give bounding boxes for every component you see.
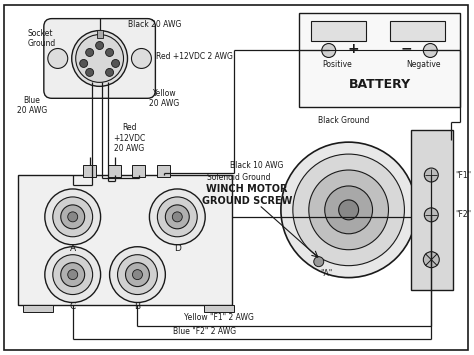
Circle shape <box>165 205 189 229</box>
Circle shape <box>322 44 336 58</box>
Circle shape <box>424 208 438 222</box>
Circle shape <box>423 252 439 268</box>
Text: Solenoid Ground: Solenoid Ground <box>207 174 271 182</box>
Text: Red +12VDC 2 AWG: Red +12VDC 2 AWG <box>156 52 233 61</box>
Circle shape <box>109 247 165 302</box>
Circle shape <box>61 205 85 229</box>
Text: Negative: Negative <box>406 60 441 69</box>
Circle shape <box>309 170 389 250</box>
Text: Red
+12VDC
20 AWG: Red +12VDC 20 AWG <box>113 123 146 153</box>
Circle shape <box>68 212 78 222</box>
Text: Black 20 AWG: Black 20 AWG <box>128 20 181 29</box>
Text: D: D <box>174 244 181 253</box>
Circle shape <box>80 59 88 67</box>
Circle shape <box>424 168 438 182</box>
Circle shape <box>86 49 94 56</box>
Text: Blue "F2" 2 AWG: Blue "F2" 2 AWG <box>173 327 236 336</box>
Text: B: B <box>135 302 140 311</box>
Circle shape <box>118 255 157 295</box>
Text: "A": "A" <box>320 269 333 278</box>
Bar <box>157 165 170 177</box>
Text: Black 10 AWG: Black 10 AWG <box>230 160 283 170</box>
Circle shape <box>131 49 151 69</box>
Circle shape <box>149 189 205 245</box>
Bar <box>204 305 234 312</box>
Bar <box>18 175 232 305</box>
Circle shape <box>281 142 416 278</box>
Text: −: − <box>401 42 412 55</box>
Circle shape <box>106 49 114 56</box>
Circle shape <box>61 263 85 286</box>
Text: Yellow
20 AWG: Yellow 20 AWG <box>149 89 180 108</box>
Circle shape <box>173 212 182 222</box>
Bar <box>299 13 460 107</box>
Text: Blue
20 AWG: Blue 20 AWG <box>17 95 47 115</box>
Circle shape <box>76 34 124 82</box>
Text: Socket
Ground: Socket Ground <box>28 29 56 48</box>
Circle shape <box>314 257 324 267</box>
Circle shape <box>68 270 78 280</box>
Bar <box>411 130 453 290</box>
Circle shape <box>325 186 373 234</box>
Circle shape <box>423 44 438 58</box>
Text: Black Ground: Black Ground <box>318 116 369 125</box>
Bar <box>391 21 445 40</box>
Bar <box>311 21 365 40</box>
Circle shape <box>86 69 94 76</box>
Bar <box>97 29 102 38</box>
Circle shape <box>132 270 143 280</box>
Text: WINCH MOTOR
GROUND SCREW: WINCH MOTOR GROUND SCREW <box>202 184 292 206</box>
Bar <box>82 165 96 177</box>
Circle shape <box>72 31 128 86</box>
Circle shape <box>45 247 100 302</box>
Circle shape <box>293 154 404 266</box>
Circle shape <box>338 200 359 220</box>
Circle shape <box>48 49 68 69</box>
Circle shape <box>96 42 104 49</box>
Text: +: + <box>348 42 359 55</box>
Circle shape <box>106 69 114 76</box>
Text: "F1": "F1" <box>455 170 471 180</box>
Circle shape <box>45 189 100 245</box>
Text: "F2": "F2" <box>455 211 471 219</box>
Circle shape <box>53 255 92 295</box>
Bar <box>23 305 53 312</box>
Circle shape <box>111 59 119 67</box>
Text: C: C <box>70 302 76 311</box>
Circle shape <box>53 197 92 237</box>
Text: BATTERY: BATTERY <box>348 78 410 91</box>
Circle shape <box>126 263 149 286</box>
Circle shape <box>157 197 197 237</box>
Bar <box>108 165 120 177</box>
Text: A: A <box>70 244 76 253</box>
Bar <box>132 165 146 177</box>
Text: Yellow "F1" 2 AWG: Yellow "F1" 2 AWG <box>184 313 254 322</box>
FancyBboxPatch shape <box>44 18 155 98</box>
Text: Positive: Positive <box>322 60 352 69</box>
